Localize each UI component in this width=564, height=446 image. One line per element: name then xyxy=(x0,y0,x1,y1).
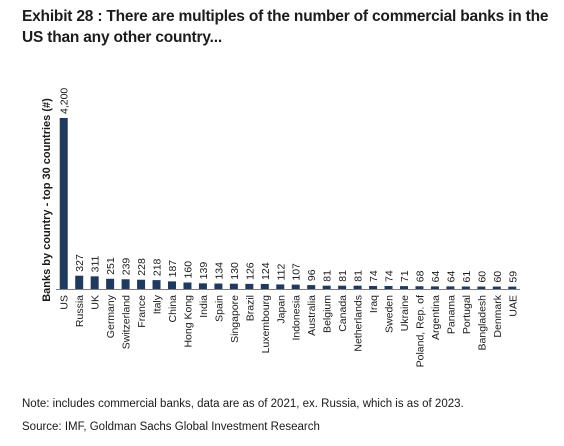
data-label: 60 xyxy=(492,271,504,283)
category-labels-group: US Russia UK Germany Switzerland France Italy C… xyxy=(59,294,520,367)
data-label: 81 xyxy=(322,270,334,282)
bar xyxy=(121,279,130,289)
category-label: Iraq xyxy=(368,295,380,313)
category-label: France xyxy=(136,295,148,328)
bar xyxy=(137,279,146,289)
data-label: 71 xyxy=(399,270,411,282)
y-axis-label: Banks by country - top 30 countries (#) xyxy=(41,98,53,302)
category-label: Panama xyxy=(445,295,457,334)
data-label: 4,200 xyxy=(59,88,71,114)
bar xyxy=(384,285,393,289)
category-label: Spain xyxy=(213,295,225,322)
source-line: Source: IMF, Goldman Sachs Global Invest… xyxy=(22,421,320,433)
category-label: Bangladesh xyxy=(476,295,488,351)
data-label: 130 xyxy=(229,262,241,280)
bar xyxy=(508,286,517,289)
data-label: 64 xyxy=(445,271,457,283)
category-label: India xyxy=(198,295,210,318)
bar xyxy=(198,283,207,289)
bar xyxy=(461,286,470,289)
data-label: 61 xyxy=(461,271,473,283)
bar xyxy=(152,280,161,289)
category-label: Sweden xyxy=(384,295,396,333)
bar xyxy=(291,284,300,289)
category-label: Portugal xyxy=(461,295,473,334)
data-label: 187 xyxy=(167,260,179,278)
data-label: 134 xyxy=(213,262,225,280)
bar xyxy=(492,286,501,289)
category-label: Luxembourg xyxy=(260,295,272,354)
category-label: Netherlands xyxy=(353,295,365,352)
data-label: 59 xyxy=(507,271,519,283)
category-label: Germany xyxy=(105,294,117,338)
data-label: 160 xyxy=(182,261,194,279)
bar xyxy=(90,276,99,289)
data-label: 139 xyxy=(198,262,210,280)
bars-group xyxy=(59,118,517,289)
bar xyxy=(260,283,269,289)
category-label: Russia xyxy=(74,295,86,327)
category-label: Indonesia xyxy=(291,295,303,341)
bar xyxy=(307,285,316,289)
data-label: 81 xyxy=(337,270,349,282)
category-label: Switzerland xyxy=(121,295,133,349)
category-label: Italy xyxy=(152,294,164,314)
bar xyxy=(446,286,455,289)
bar xyxy=(59,118,68,289)
category-label: US xyxy=(59,295,71,310)
data-label: 218 xyxy=(152,258,164,276)
bar xyxy=(322,285,331,289)
data-label: 107 xyxy=(291,263,303,281)
footnote: Note: includes commercial banks, data ar… xyxy=(22,398,464,410)
data-label: 311 xyxy=(90,255,102,272)
category-label: UAE xyxy=(507,295,519,317)
category-label: Argentina xyxy=(430,295,442,340)
data-label: 251 xyxy=(105,257,117,275)
category-label: Brazil xyxy=(244,295,256,321)
data-label: 112 xyxy=(275,264,287,281)
data-label: 81 xyxy=(353,270,365,282)
category-label: Ukraine xyxy=(399,295,411,331)
bar xyxy=(183,282,192,289)
bar xyxy=(75,275,84,289)
data-label: 228 xyxy=(136,258,148,276)
bar xyxy=(338,285,347,289)
bar xyxy=(245,283,254,289)
bar xyxy=(214,283,223,289)
category-label: Australia xyxy=(306,295,318,336)
category-label: Belgium xyxy=(322,295,334,333)
data-label: 74 xyxy=(368,270,380,282)
category-label: China xyxy=(167,295,179,323)
bar xyxy=(276,284,285,289)
category-label: UK xyxy=(90,295,102,310)
data-label: 68 xyxy=(414,270,426,282)
category-label: Japan xyxy=(275,295,287,324)
bar xyxy=(415,286,424,289)
data-label: 96 xyxy=(306,269,318,281)
bar xyxy=(168,281,176,289)
bar xyxy=(353,285,362,289)
category-label: Singapore xyxy=(229,295,241,343)
category-label: Denmark xyxy=(492,294,504,337)
category-label: Canada xyxy=(337,295,349,332)
chart-title: Exhibit 28 : There are multiples of the … xyxy=(22,8,549,46)
data-label: 60 xyxy=(476,271,488,283)
bar xyxy=(400,286,408,289)
data-label: 327 xyxy=(74,254,86,272)
data-label: 239 xyxy=(121,258,133,276)
category-label: Poland, Rep. of xyxy=(414,295,426,367)
bar xyxy=(229,283,238,289)
data-label: 124 xyxy=(260,262,272,280)
bar xyxy=(369,285,378,289)
bar-chart: Banks by country - top 30 countries (#) … xyxy=(41,88,520,367)
data-label: 126 xyxy=(244,262,256,280)
category-label: Hong Kong xyxy=(182,295,194,348)
data-label: 74 xyxy=(384,270,396,282)
bar xyxy=(477,286,486,289)
bar xyxy=(106,278,115,289)
bar xyxy=(430,286,439,289)
data-label: 64 xyxy=(430,271,442,283)
